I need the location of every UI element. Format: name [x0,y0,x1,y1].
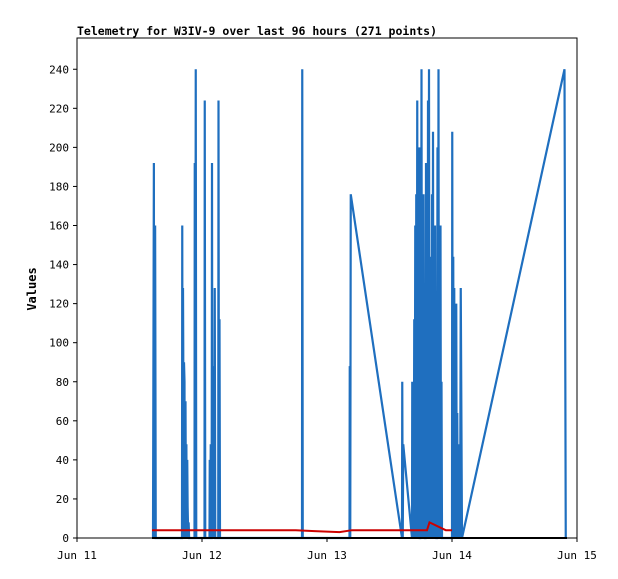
y-tick-label: 220 [49,102,69,115]
series-layer [151,69,567,540]
axis-layer: 0 20 40 60 80 100 120 140 160 180 200 220 240 Jun 11 J… [49,63,597,562]
x-tick-label: Jun 12 [182,549,222,562]
series-line-2 [152,520,452,534]
y-tick-label: 180 [49,180,69,193]
y-axis-label: Values [25,267,39,310]
y-tick-label: 20 [56,493,69,506]
y-tick-label: 160 [49,220,69,233]
y-tick-label: 120 [49,298,69,311]
y-tick-label: 200 [49,141,69,154]
x-tick-label: Jun 15 [557,549,597,562]
x-tick-label: Jun 14 [432,549,472,562]
x-tick-label: Jun 11 [57,549,97,562]
y-tick-label: 100 [49,337,69,350]
x-tick-label: Jun 13 [307,549,347,562]
y-tick-label: 80 [56,376,69,389]
chart-title: Telemetry for W3IV-9 over last 96 hours … [77,24,437,38]
y-tick-label: 0 [62,532,69,545]
y-tick-label: 140 [49,259,69,272]
y-tick-label: 60 [56,415,69,428]
y-tick-label: 40 [56,454,69,467]
y-tick-label: 240 [49,63,69,76]
plot-area-frame [76,37,578,539]
